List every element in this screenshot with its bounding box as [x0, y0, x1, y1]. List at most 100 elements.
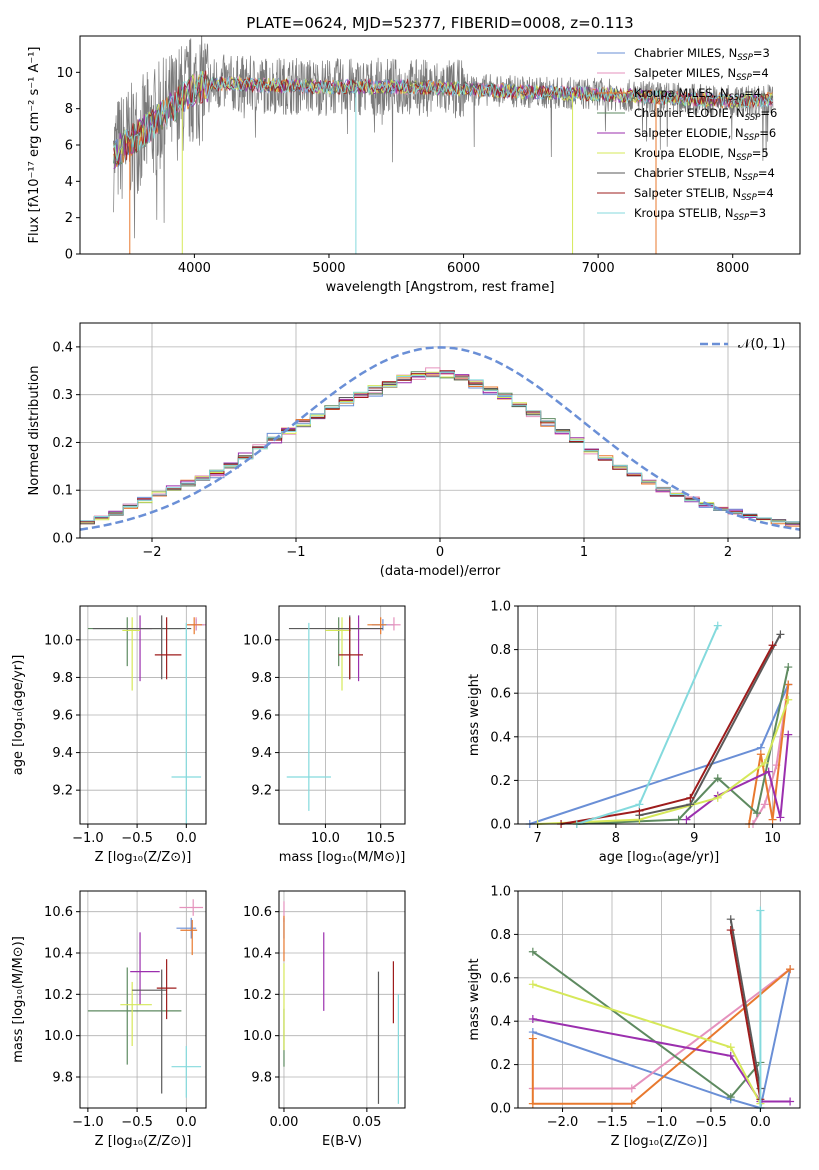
- x-tick-label: −1: [286, 545, 305, 560]
- weight-marker: [726, 915, 735, 924]
- y-tick-label: 0: [65, 248, 73, 263]
- plot-area: [283, 901, 399, 1104]
- legend-subscript: SSP: [737, 53, 753, 63]
- y-tick-label: 0.8: [490, 643, 511, 658]
- x-tick-label: −2: [142, 545, 161, 560]
- data-point: [154, 617, 182, 680]
- legend-label: Kroupa MILES, N: [634, 86, 729, 100]
- x-tick-label: 10.5: [366, 831, 395, 846]
- x-tick-label: −1.0: [646, 1115, 678, 1130]
- y-tick-label: 10.4: [44, 947, 73, 962]
- y-tick-label: 0.2: [490, 1058, 511, 1073]
- y-tick-label: 0.3: [52, 388, 73, 403]
- x-tick-label: 0: [436, 545, 444, 560]
- weight-marker: [627, 1084, 636, 1093]
- y-tick-label: 1.0: [490, 600, 511, 615]
- y-tick-label: 9.2: [251, 784, 272, 799]
- y-tick-label: 0.0: [490, 818, 511, 833]
- x-tick-label: 5000: [312, 261, 345, 276]
- x-tick-label: 10.0: [311, 831, 340, 846]
- y-tick-label: 4: [65, 175, 73, 190]
- legend-label: Chabrier ELODIE, N: [634, 106, 745, 120]
- y-tick-label: 0.0: [52, 532, 73, 547]
- plot-area: [113, 36, 774, 254]
- chart-spectrum: 4000 5000 6000 7000 8000 0 2 4 6 8 10 wavelength [A…: [27, 14, 801, 295]
- weight-series-line: [639, 633, 782, 817]
- data-point: [87, 967, 182, 1065]
- weight-marker: [768, 815, 777, 824]
- y-tick-label: 0.1: [52, 484, 73, 499]
- legend-entry: 𝒩(0, 1): [738, 337, 785, 352]
- x-axis-label: mass [log₁₀(M/M⊙)]: [279, 850, 406, 865]
- chart-mass-vs-EBV: 0.00 0.05 9.8 10.0 10.2 10.4 10.6 E(B-V): [243, 890, 406, 1149]
- weight-marker: [726, 1051, 735, 1060]
- y-tick-label: 0.4: [52, 340, 73, 355]
- data-point: [325, 617, 351, 691]
- x-tick-label: −0.5: [695, 1115, 727, 1130]
- weight-marker: [776, 630, 785, 639]
- y-tick-label: 0.2: [52, 436, 73, 451]
- legend-count: =3: [749, 206, 766, 220]
- axes-frame: [278, 605, 406, 825]
- y-tick-label: 0.8: [490, 928, 511, 943]
- weight-marker: [528, 1099, 537, 1108]
- y-tick-label: 0.4: [490, 730, 511, 745]
- legend-entry: Chabrier STELIB, NSSP=4: [634, 166, 775, 183]
- x-tick-label: 10: [764, 831, 781, 846]
- y-tick-label: 1.0: [490, 885, 511, 900]
- data-point: [176, 917, 197, 939]
- weight-marker: [528, 1034, 537, 1043]
- legend-count: =3: [753, 46, 770, 60]
- legend-entry: Salpeter MILES, NSSP=4: [634, 66, 769, 83]
- axes-frame: [79, 35, 801, 255]
- weight-marker: [786, 965, 795, 974]
- data-point: [156, 959, 177, 1020]
- data-point: [122, 617, 141, 691]
- y-tick-label: 10.0: [243, 633, 272, 648]
- x-tick-label: −0.5: [121, 831, 153, 846]
- chart-mass-vs-Z: −1.0 −0.5 0.0 9.8 10.0 10.2 10.4 10.6 Z [log₁₀(Z…: [11, 890, 207, 1149]
- y-tick-label: 0.4: [490, 1015, 511, 1030]
- weight-series-line: [532, 968, 792, 1110]
- weight-marker: [713, 793, 722, 802]
- weight-marker: [682, 815, 691, 824]
- weight-series-line: [752, 684, 790, 825]
- weight-series-line: [729, 919, 762, 1089]
- weight-marker: [726, 926, 735, 935]
- legend-label: Chabrier STELIB, N: [634, 166, 742, 180]
- y-tick-label: 9.4: [251, 746, 272, 761]
- x-tick-label: −2.0: [547, 1115, 579, 1130]
- weight-marker: [528, 947, 537, 956]
- observed-spectrum: [113, 36, 774, 239]
- legend-count: =4: [758, 166, 775, 180]
- data-point: [92, 615, 192, 680]
- y-tick-label: 10.4: [243, 947, 272, 962]
- weight-marker: [756, 906, 765, 915]
- y-tick-label: 10.6: [243, 905, 272, 920]
- plot-area: [87, 899, 204, 1098]
- y-tick-label: 9.8: [251, 1071, 272, 1086]
- data-point: [387, 617, 401, 631]
- x-tick-label: 2: [724, 545, 732, 560]
- weight-marker: [713, 621, 722, 630]
- y-tick-label: 10.6: [44, 905, 73, 920]
- y-tick-label: 6: [65, 139, 73, 154]
- data-point: [87, 617, 182, 667]
- chart-weight-vs-age: 7 8 9 10 0.0 0.2 0.4 0.6 0.8 1.0 age [log₁₀(age/yr…: [467, 600, 801, 865]
- x-tick-label: 7: [533, 831, 541, 846]
- x-tick-label: −1.0: [72, 1115, 104, 1130]
- y-tick-label: 10.0: [44, 1029, 73, 1044]
- weight-marker: [726, 1093, 735, 1102]
- weight-marker: [760, 758, 769, 767]
- weight-marker: [713, 774, 722, 783]
- normal-reference-curve: [79, 346, 801, 531]
- y-tick-label: 0.0: [490, 1102, 511, 1117]
- plot-area: [286, 615, 401, 811]
- x-tick-label: 1: [580, 545, 588, 560]
- data-point: [367, 617, 387, 635]
- y-axis-label: mass weight: [467, 958, 482, 1040]
- legend-subscript: SSP: [744, 133, 760, 143]
- x-tick-label: −0.5: [121, 1115, 153, 1130]
- x-axis-label: age [log₁₀(age/yr)]: [599, 850, 720, 865]
- chart-residuals: −2 −1 0 1 2 0.0 0.1 0.2 0.3 0.4 (data-model)/error…: [27, 322, 801, 579]
